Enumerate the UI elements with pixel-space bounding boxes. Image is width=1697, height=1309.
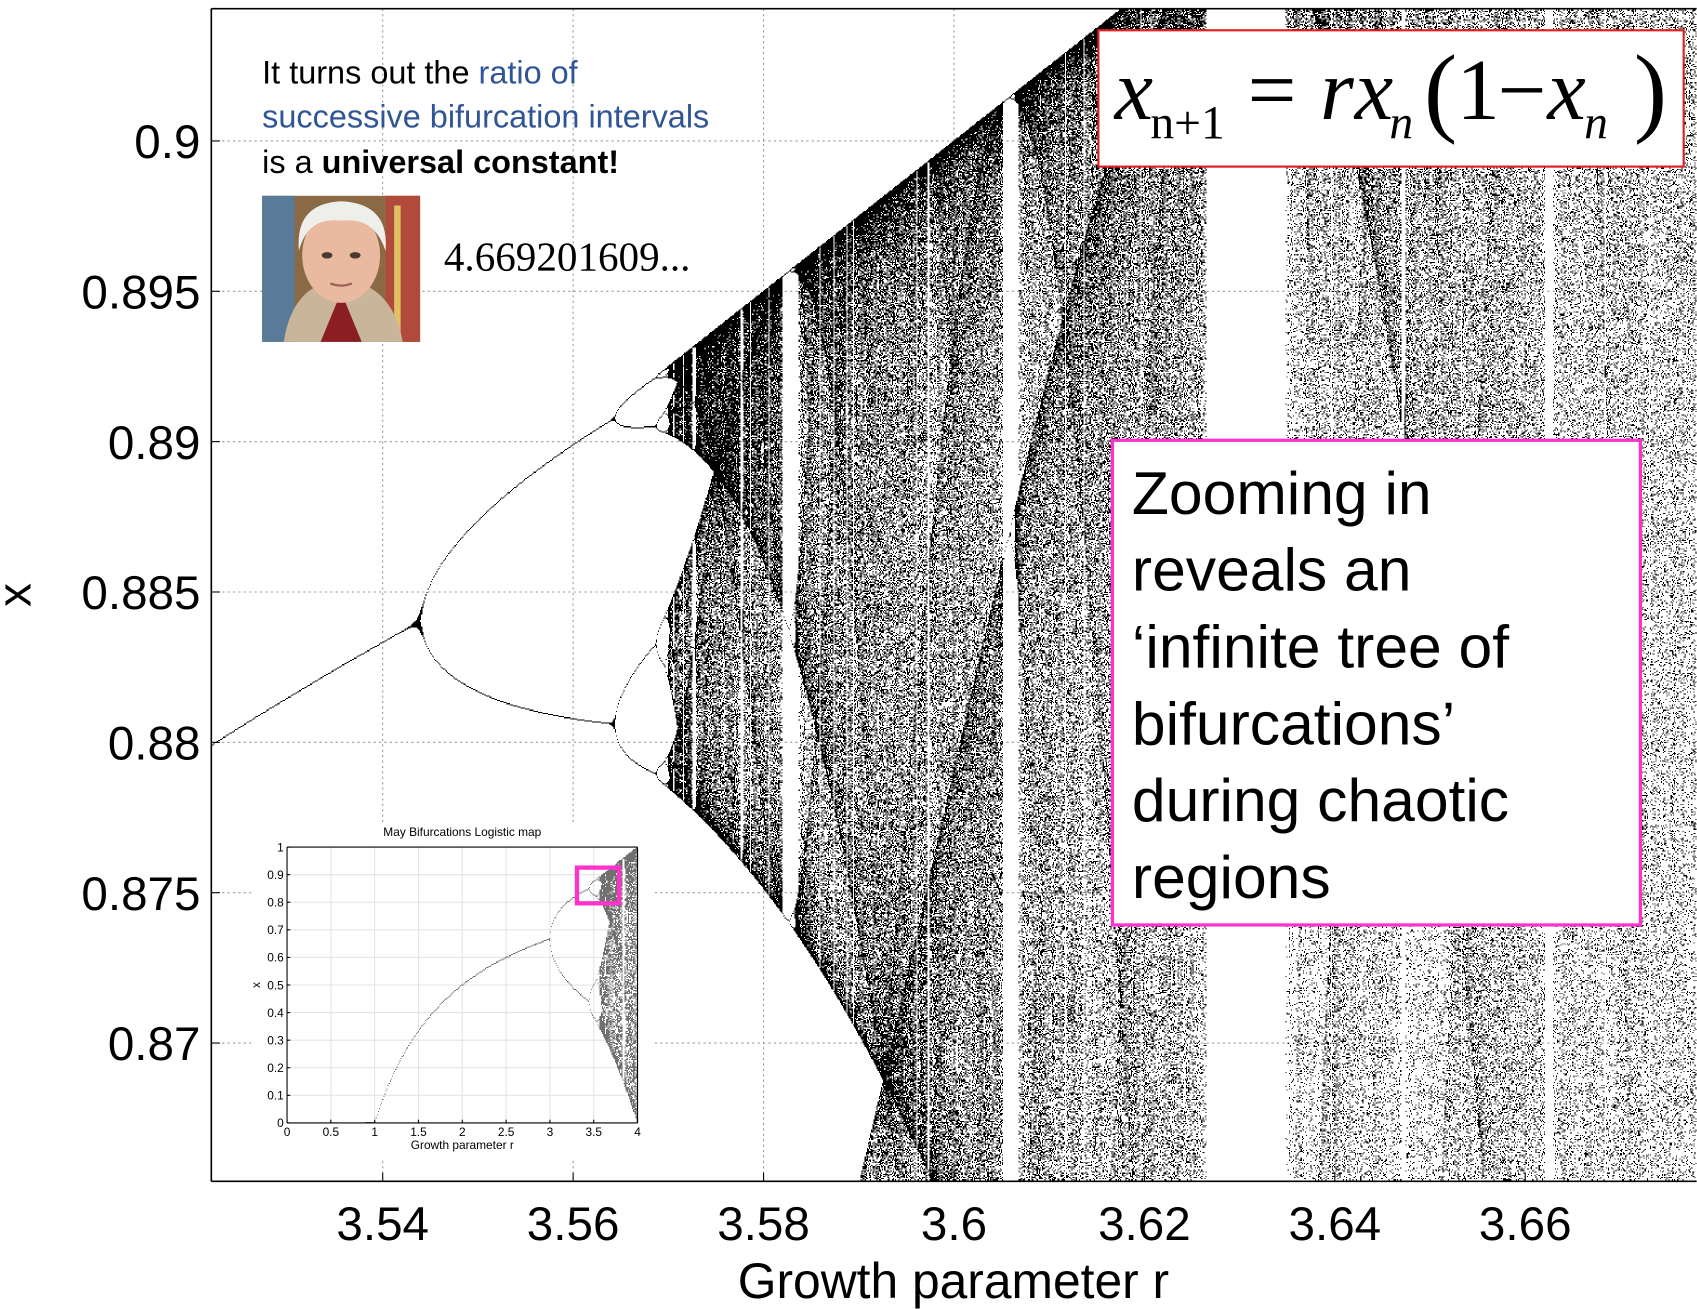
y-tick-label: 0.1 [267,1089,284,1103]
eq-part: x [1113,42,1153,138]
eq-part: ) [1634,34,1667,145]
note-text: It turns out the [262,54,478,90]
y-tick-label: 0.895 [81,266,200,319]
x-tick-label: 1 [371,1125,378,1139]
y-axis-label: x [0,583,42,607]
portrait [262,196,420,342]
x-tick-label: 3 [547,1125,554,1139]
callout-line: reveals an [1132,536,1412,604]
y-tick-label: 0.9 [134,116,200,169]
eq-part: n+1 [1150,97,1224,149]
x-tick-label: 3.54 [336,1198,429,1251]
x-axis-label: Growth parameter r [411,1138,514,1152]
x-tick-label: 0.5 [323,1125,340,1139]
x-tick-label: 3.6 [921,1198,987,1251]
eq-part: 1 [1456,42,1499,138]
callout-line: regions [1132,843,1331,911]
callout-line: during chaotic [1132,766,1509,834]
eq-part: x [1545,42,1585,138]
y-tick-label: 0.885 [81,567,200,620]
x-tick-label: 3.64 [1289,1198,1382,1251]
y-tick-label: 0.2 [267,1061,284,1075]
x-tick-label: 1.5 [410,1125,427,1139]
x-tick-label: 2.5 [498,1125,515,1139]
note-text: is a [262,144,322,180]
callout-line: Zooming in [1132,459,1432,527]
y-tick-label: 0.87 [108,1018,201,1071]
y-tick-label: 0.7 [267,923,284,937]
eq-part: x [1353,42,1393,138]
eq-part: − [1498,42,1547,138]
y-tick-label: 0 [277,1116,284,1130]
inset-background [251,822,651,1160]
x-tick-label: 4 [634,1125,641,1139]
y-tick-label: 0.875 [81,868,200,921]
callout-line: bifurcations’ [1132,689,1455,757]
eq-part: ( [1424,34,1457,145]
y-tick-label: 1 [277,840,284,854]
x-tick-label: 3.56 [527,1198,620,1251]
y-tick-label: 0.89 [108,417,201,470]
x-tick-label: 3.62 [1098,1198,1191,1251]
x-tick-label: 3.66 [1479,1198,1572,1251]
x-tick-label: 0 [284,1125,291,1139]
y-tick-label: 0.8 [267,896,284,910]
y-tick-label: 0.6 [267,951,284,965]
note-line: It turns out the ratio of [262,54,579,90]
x-tick-label: 3.5 [585,1125,602,1139]
x-tick-label: 2 [459,1125,466,1139]
y-tick-label: 0.9 [267,868,284,882]
eq-part: n [1389,97,1413,149]
y-tick-label: 0.88 [108,717,201,770]
inset-chart: 0 0.5 1 1.5 2 2.5 3 3.5 4 0 0.1 0.2 0.3 0.4 0.5 0.6 0.7 0… [249,822,652,1160]
y-tick-label: 0.4 [267,1006,284,1020]
note-bold: universal constant! [322,144,619,180]
note-highlight: successive bifurcation intervals [262,99,709,135]
feigenbaum-constant: 4.669201609... [444,233,691,279]
y-tick-label: 0.3 [267,1033,284,1047]
chart-title: May Bifurcations Logistic map [383,825,541,839]
y-tick-label: 0.5 [267,978,284,992]
x-axis-label: Growth parameter r [738,1253,1169,1309]
eq-part: n [1584,97,1608,149]
y-axis-label: x [249,982,263,988]
x-tick-label: 3.58 [717,1198,810,1251]
note-line: is a universal constant! [262,144,619,180]
eq-part: r [1320,42,1354,138]
note-highlight: ratio of [479,54,579,90]
eq-part: = [1248,42,1297,138]
callout-line: ‘infinite tree of [1132,612,1509,680]
